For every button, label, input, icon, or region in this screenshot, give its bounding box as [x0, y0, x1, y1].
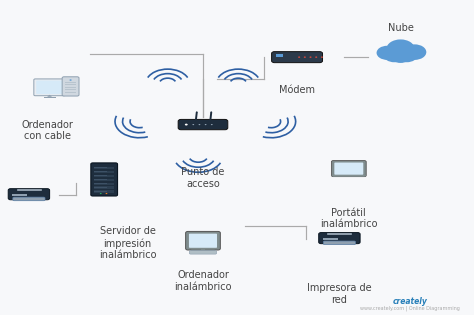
Circle shape [210, 112, 212, 113]
Circle shape [196, 112, 197, 113]
Bar [94, 179, 107, 180]
FancyBboxPatch shape [91, 163, 118, 196]
Circle shape [199, 124, 201, 125]
Circle shape [185, 123, 188, 125]
Polygon shape [47, 95, 52, 97]
Circle shape [205, 124, 207, 125]
Text: Ordenador
inalámbrico: Ordenador inalámbrico [174, 270, 232, 292]
Bar [328, 233, 351, 234]
Circle shape [403, 44, 426, 60]
Bar [94, 175, 107, 176]
Text: Nube: Nube [388, 23, 413, 33]
FancyBboxPatch shape [36, 81, 63, 94]
FancyBboxPatch shape [319, 232, 360, 244]
FancyBboxPatch shape [334, 163, 363, 175]
Bar [94, 187, 107, 188]
FancyBboxPatch shape [62, 77, 79, 96]
FancyBboxPatch shape [272, 52, 322, 63]
Bar [65, 87, 76, 88]
Bar [94, 171, 114, 173]
FancyBboxPatch shape [8, 189, 50, 200]
FancyBboxPatch shape [189, 251, 217, 254]
Bar [65, 92, 76, 93]
Text: Portátil
inalámbrico: Portátil inalámbrico [320, 208, 378, 229]
Bar [94, 191, 114, 193]
Bar [379, 53, 422, 56]
Text: Ordenador
con cable: Ordenador con cable [22, 120, 73, 141]
Circle shape [100, 193, 101, 194]
FancyBboxPatch shape [189, 234, 217, 248]
Polygon shape [332, 175, 366, 176]
Circle shape [310, 56, 311, 58]
Circle shape [106, 193, 108, 194]
Bar [65, 82, 76, 83]
FancyBboxPatch shape [34, 79, 65, 96]
Text: Módem: Módem [279, 85, 315, 95]
Text: Impresora de
red: Impresora de red [307, 283, 372, 305]
Bar [94, 191, 107, 192]
FancyBboxPatch shape [13, 197, 45, 201]
Circle shape [383, 48, 405, 62]
Circle shape [211, 124, 213, 125]
Circle shape [396, 48, 418, 62]
Text: www.creately.com | Online Diagramming: www.creately.com | Online Diagramming [360, 306, 460, 311]
FancyBboxPatch shape [191, 249, 215, 253]
Circle shape [386, 39, 415, 58]
Bar [94, 182, 114, 185]
Circle shape [298, 56, 300, 58]
Circle shape [192, 124, 194, 125]
Circle shape [321, 56, 323, 58]
Bar [94, 175, 114, 177]
Bar [94, 167, 107, 168]
Bar [323, 238, 337, 240]
Circle shape [390, 49, 411, 63]
Bar [276, 54, 283, 57]
Bar [65, 89, 76, 90]
Bar [94, 179, 114, 181]
Circle shape [70, 79, 72, 81]
FancyBboxPatch shape [178, 119, 228, 130]
Circle shape [315, 56, 317, 58]
Text: Servidor de
impresión
inalámbrico: Servidor de impresión inalámbrico [99, 226, 156, 260]
Text: creately: creately [392, 297, 428, 306]
Bar [94, 167, 114, 169]
Bar [17, 189, 41, 191]
Bar [94, 186, 114, 189]
Circle shape [304, 56, 306, 58]
Bar [12, 194, 27, 196]
Bar [94, 183, 107, 184]
FancyBboxPatch shape [186, 232, 220, 250]
Circle shape [376, 46, 398, 60]
Text: Punto de
acceso: Punto de acceso [181, 167, 225, 188]
Bar [201, 248, 205, 251]
FancyBboxPatch shape [331, 161, 366, 177]
Bar [94, 171, 107, 172]
Bar [44, 97, 55, 98]
FancyBboxPatch shape [323, 241, 356, 245]
Bar [65, 84, 76, 85]
